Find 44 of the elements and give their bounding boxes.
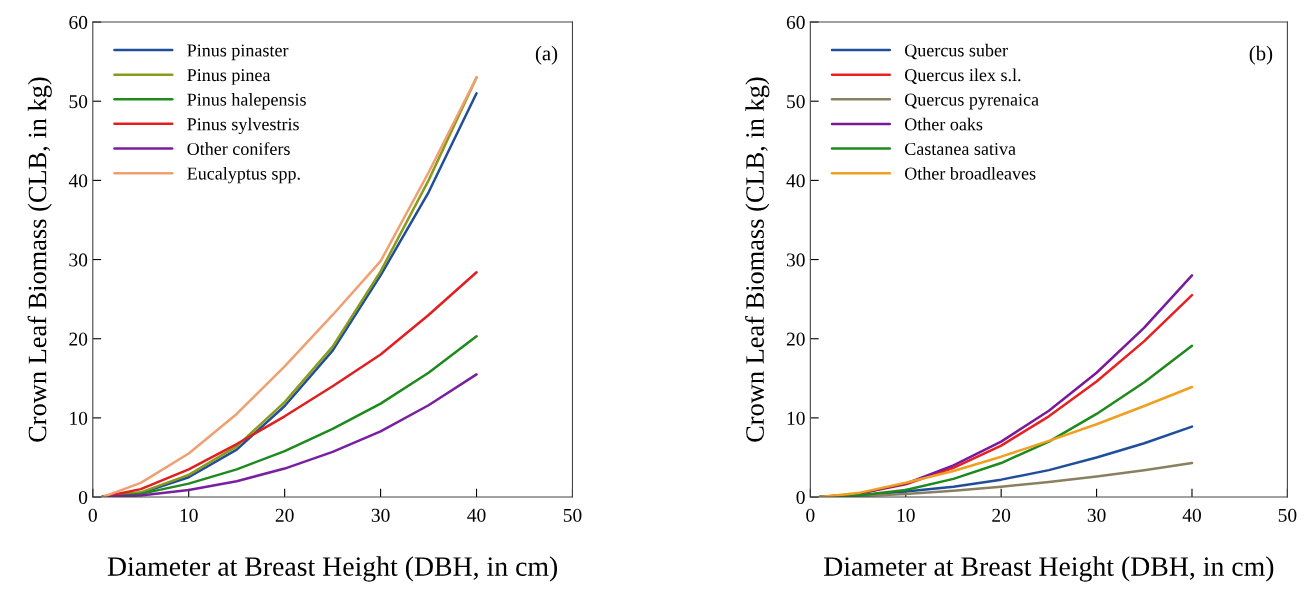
- legend-label: Quercus suber: [904, 43, 1008, 60]
- legend-label: Quercus pyrenaica: [904, 93, 1039, 110]
- x-tick-label: 50: [563, 508, 582, 522]
- y-tick-label: 60: [69, 15, 88, 29]
- y-tick-label: 20: [69, 332, 88, 346]
- x-axis-title: Diameter at Breast Height (DBH, in cm): [107, 556, 558, 582]
- annotation: (b): [1249, 45, 1273, 65]
- x-tick-label: 30: [371, 508, 390, 522]
- y-tick-label: 40: [68, 174, 88, 188]
- legend-label: Pinus halepensis: [187, 93, 306, 110]
- x-tick-label: 40: [1182, 508, 1201, 522]
- x-tick-label: 0: [88, 508, 97, 522]
- y-tick-label: 0: [796, 490, 805, 504]
- legend-label: Other broadleaves: [904, 166, 1036, 180]
- x-tick-label: 10: [180, 508, 198, 522]
- y-axis-title: Crown Leaf Biomass (CLB, in kg): [745, 77, 770, 442]
- annotation: (a): [535, 45, 558, 65]
- legend-label: Pinus sylvestris: [187, 117, 299, 135]
- y-tick-label: 50: [787, 95, 805, 109]
- legend-label: Pinus pinaster: [187, 44, 289, 61]
- y-tick-label: 50: [69, 95, 88, 109]
- x-tick-label: 20: [275, 508, 294, 522]
- y-tick-label: 10: [70, 411, 88, 425]
- x-tick-label: 0: [806, 508, 815, 522]
- x-tick-label: 10: [897, 508, 915, 522]
- x-tick-label: 20: [992, 508, 1011, 522]
- legend-label: Other oaks: [904, 117, 983, 131]
- y-tick-label: 40: [786, 174, 805, 188]
- legend-label: Pinus pinea: [187, 69, 271, 85]
- y-tick-label: 30: [786, 253, 805, 267]
- legend-label: Eucalyptus spp.: [187, 166, 300, 184]
- y-axis-title: Crown Leaf Biomass (CLB, in kg): [27, 77, 52, 442]
- x-axis-title: Diameter at Breast Height (DBH, in cm): [824, 556, 1274, 582]
- x-tick-label: 30: [1087, 508, 1106, 522]
- y-tick-label: 30: [69, 253, 88, 267]
- y-tick-label: 60: [786, 15, 805, 29]
- y-tick-label: 20: [786, 332, 805, 346]
- legend-label: Quercus ilex s.l.: [904, 68, 1021, 84]
- y-tick-label: 10: [787, 411, 805, 425]
- legend-label: Castanea sativa: [904, 142, 1016, 156]
- x-tick-label: 50: [1278, 508, 1297, 522]
- x-tick-label: 40: [467, 508, 486, 522]
- y-tick-label: 0: [78, 490, 88, 504]
- legend-label: Other conifers: [187, 142, 290, 156]
